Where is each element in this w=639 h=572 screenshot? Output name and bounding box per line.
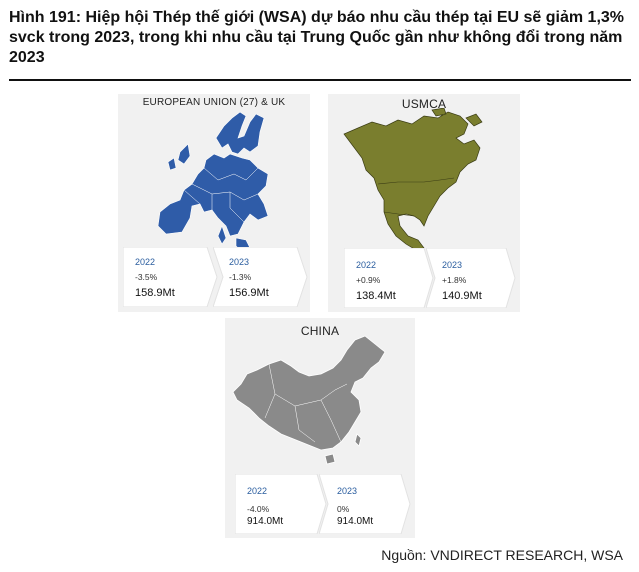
usmca-panel-label: USMCA bbox=[401, 97, 447, 111]
card-year: 2022 bbox=[135, 257, 156, 267]
card-shape bbox=[235, 474, 327, 534]
card-value: 138.4Mt bbox=[356, 290, 396, 302]
card-change: -3.5% bbox=[135, 272, 158, 282]
china-panel: CHINA 2022 -4.0% 914.0Mt 2023 0% 914.0Mt bbox=[225, 318, 415, 538]
china-card-2023: 2023 0% 914.0Mt bbox=[319, 474, 411, 534]
card-shape bbox=[213, 247, 308, 307]
card-year: 2023 bbox=[442, 260, 463, 270]
card-shape bbox=[123, 247, 218, 307]
china-panel-label: CHINA bbox=[300, 324, 340, 338]
card-change: 0% bbox=[337, 504, 350, 514]
card-year: 2022 bbox=[356, 260, 377, 270]
usmca-card-2022: 2022 +0.9% 138.4Mt bbox=[344, 248, 434, 308]
eu-panel-label: EUROPEAN UNION (27) & UK bbox=[142, 97, 286, 108]
card-value: 140.9Mt bbox=[442, 290, 482, 302]
eu-panel: EUROPEAN UNION (27) & UK 2022 -3.5% 158.… bbox=[118, 94, 310, 312]
card-year: 2023 bbox=[229, 257, 250, 267]
card-change: -1.3% bbox=[229, 272, 252, 282]
source-note: Nguồn: VNDIRECT RESEARCH, WSA bbox=[381, 547, 623, 563]
title-divider bbox=[9, 79, 631, 81]
card-change: +1.8% bbox=[442, 275, 467, 285]
usmca-panel: USMCA 2022 +0.9% 138.4Mt 2023 +1.8% 140.… bbox=[328, 94, 520, 312]
china-map bbox=[232, 335, 386, 465]
card-shape bbox=[426, 248, 516, 308]
card-shape bbox=[319, 474, 411, 534]
card-value: 914.0Mt bbox=[247, 516, 284, 527]
usmca-card-2023: 2023 +1.8% 140.9Mt bbox=[426, 248, 516, 308]
card-value: 156.9Mt bbox=[229, 287, 269, 299]
usmca-map bbox=[343, 108, 483, 251]
figure-title: Hình 191: Hiệp hội Thép thế giới (WSA) d… bbox=[9, 9, 625, 66]
card-change: +0.9% bbox=[356, 275, 381, 285]
eu-map bbox=[157, 111, 269, 253]
china-card-2022: 2022 -4.0% 914.0Mt bbox=[235, 474, 327, 534]
eu-card-2023: 2023 -1.3% 156.9Mt bbox=[213, 247, 308, 307]
card-year: 2022 bbox=[247, 486, 268, 496]
card-shape bbox=[344, 248, 434, 308]
card-year: 2023 bbox=[337, 486, 358, 496]
eu-card-2022: 2022 -3.5% 158.9Mt bbox=[123, 247, 218, 307]
card-value: 914.0Mt bbox=[337, 516, 374, 527]
card-change: -4.0% bbox=[247, 504, 270, 514]
card-value: 158.9Mt bbox=[135, 287, 175, 299]
